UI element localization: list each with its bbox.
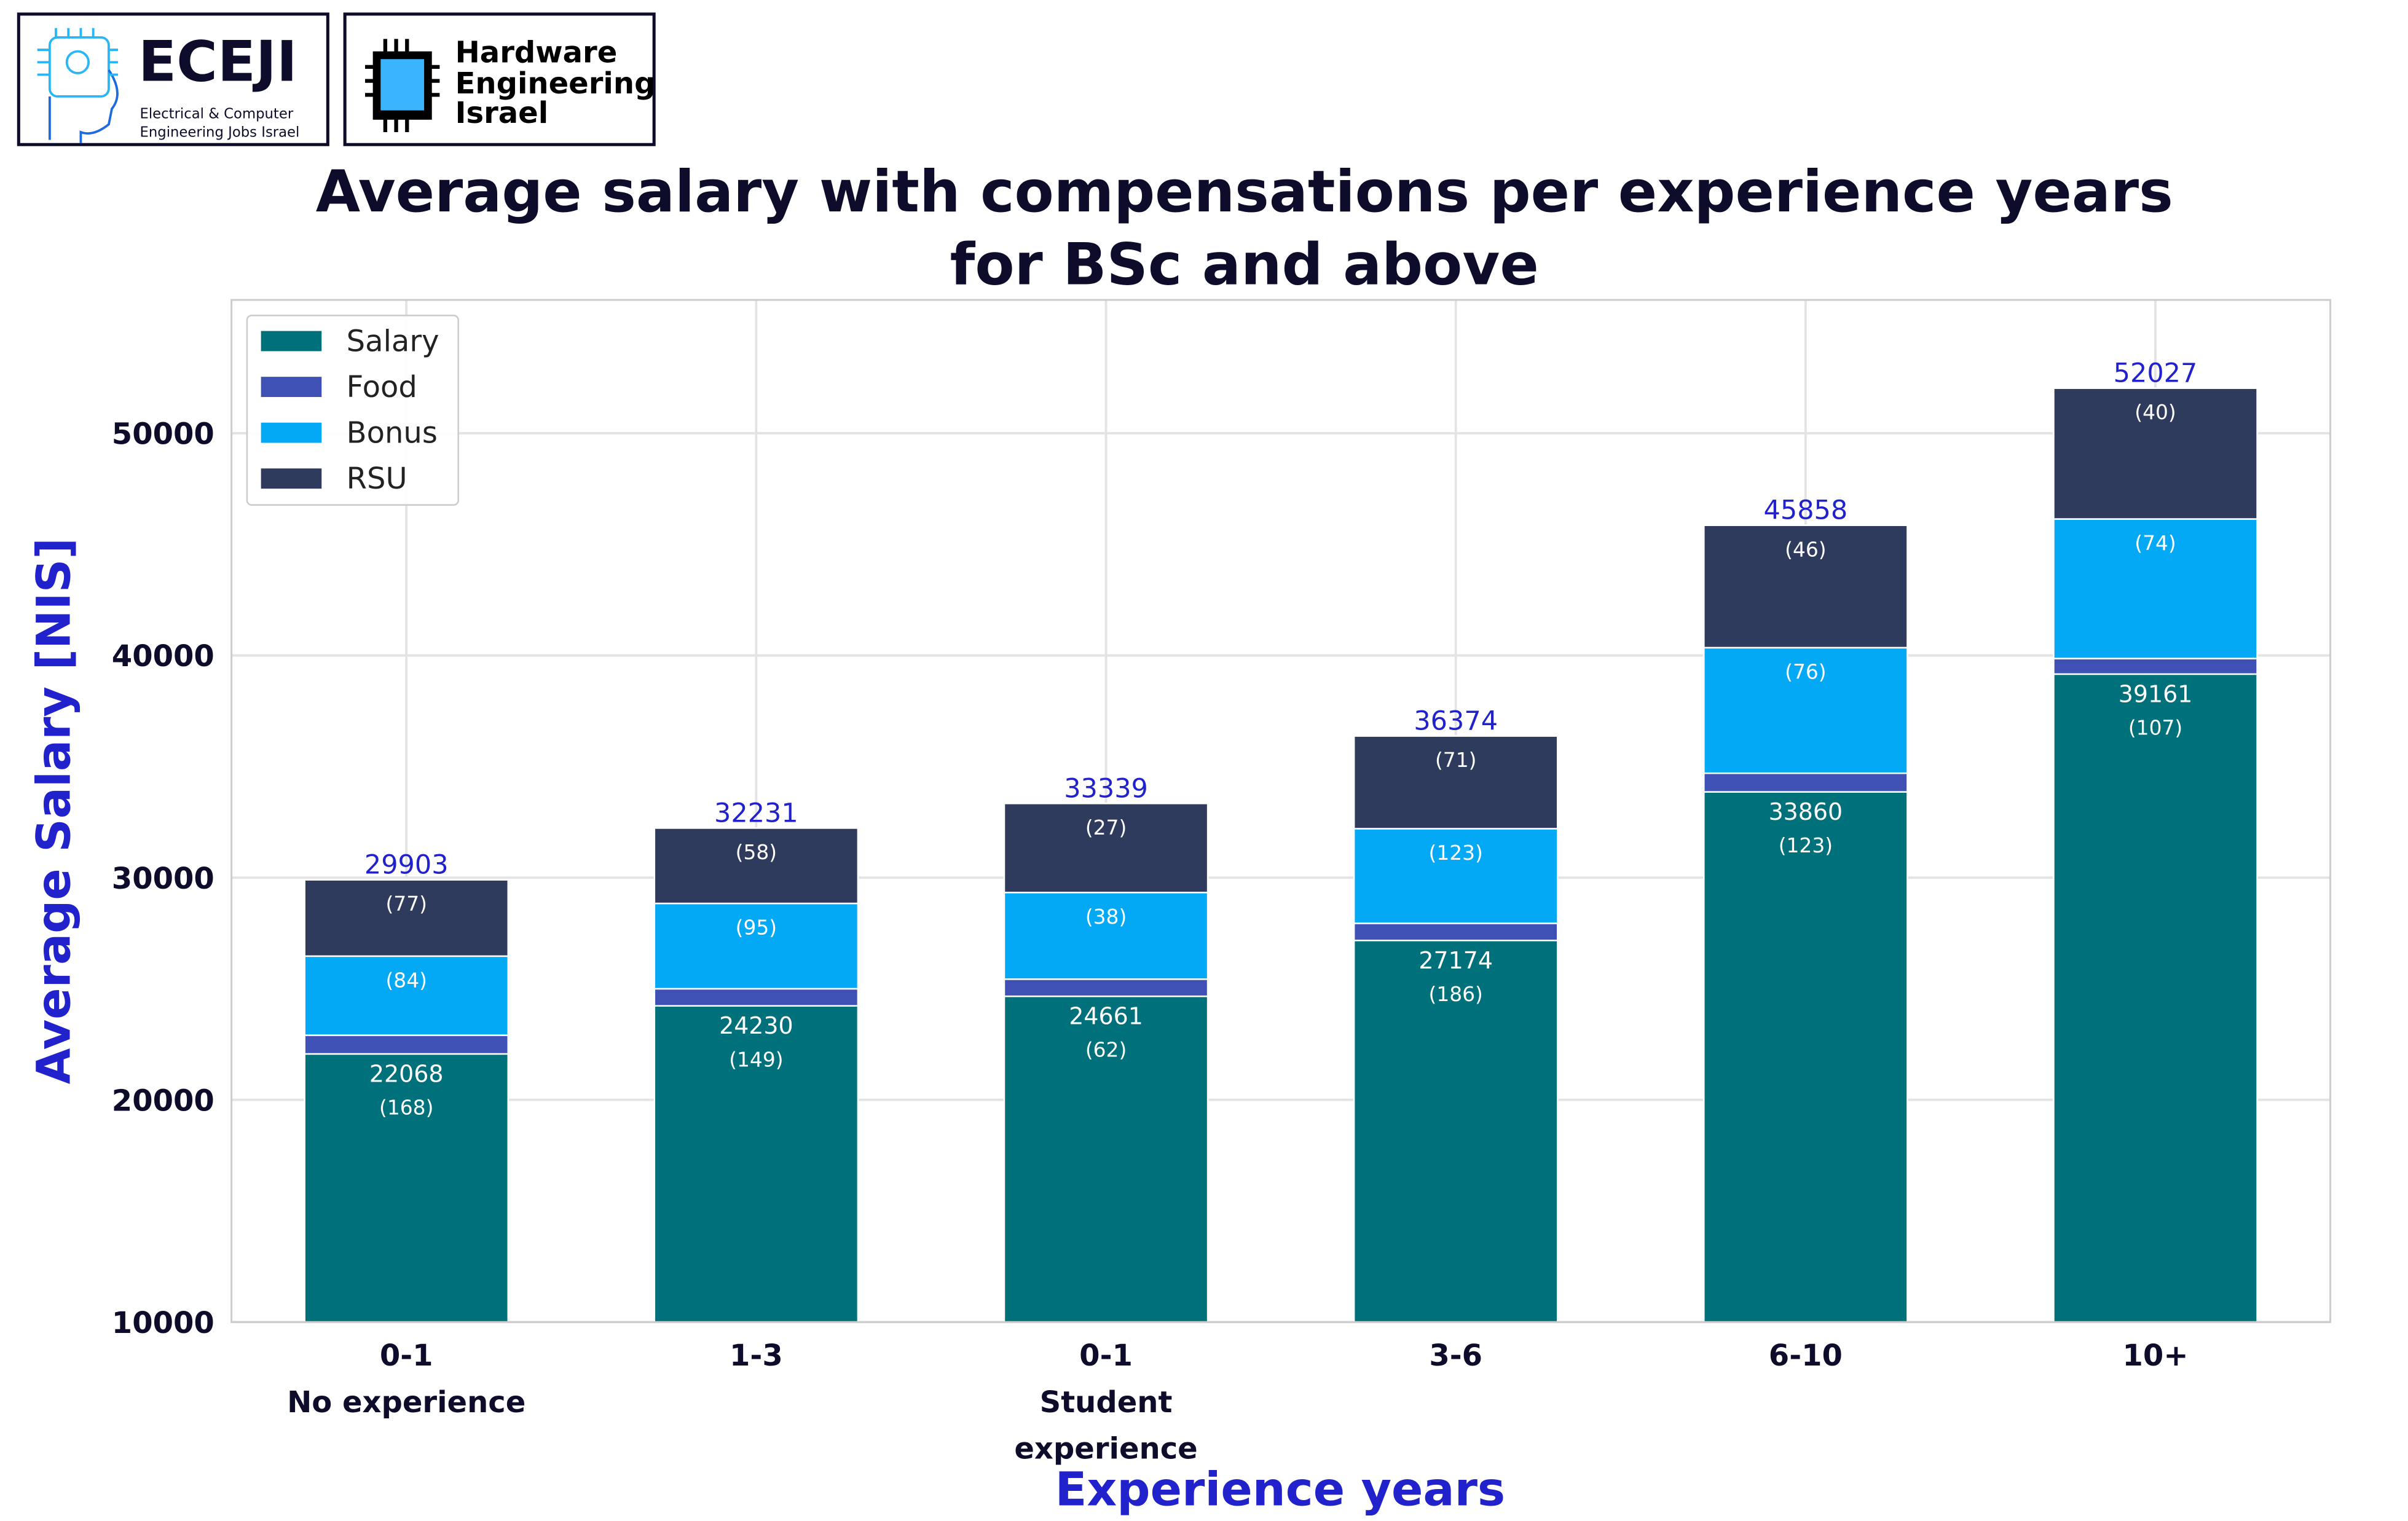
bar-count-label: (58) [736, 840, 777, 864]
bar-count-label: (27) [1085, 816, 1127, 839]
x-tick-label: 3-6 [1429, 1338, 1482, 1373]
legend-swatch-food [261, 377, 322, 398]
bar-rsu [304, 879, 510, 957]
bar-bonus [2053, 518, 2258, 659]
legend-label: RSU [347, 462, 407, 496]
y-tick-label: 30000 [112, 862, 214, 896]
legend-swatch-rsu [261, 468, 322, 489]
legend-label: Food [347, 370, 417, 404]
bar-bonus [304, 955, 510, 1036]
bar-salary [1703, 791, 1908, 1323]
bar-count-label: (77) [385, 892, 427, 916]
bar-salary [1003, 995, 1209, 1323]
legend-swatch-salary [261, 331, 322, 352]
bar-value-label: 24661 [1069, 1003, 1143, 1030]
bar-count-label: (84) [385, 968, 427, 992]
eceji-title: ECEJI [138, 30, 297, 95]
bar-value-label: 33860 [1769, 798, 1843, 825]
bar-salary [2053, 673, 2258, 1323]
chip-icon [365, 39, 440, 133]
bar-total-label: 36374 [1414, 706, 1498, 737]
bar-count-label: (40) [2135, 400, 2176, 424]
legend-swatch-bonus [261, 422, 322, 443]
bar-food [653, 988, 859, 1007]
x-tick-label: Student [1040, 1385, 1173, 1420]
bar-food [1703, 772, 1908, 793]
bar-total-label: 33339 [1064, 773, 1148, 804]
plot-frame [230, 299, 2332, 1323]
y-tick-label: 10000 [112, 1306, 214, 1340]
hardware-engineering-logo: Hardware Engineering Israel [343, 12, 656, 146]
bar-count-label: (107) [2128, 715, 2182, 739]
bar-salary [304, 1053, 510, 1323]
bar-count-label: (76) [1785, 659, 1826, 683]
bar-bonus [1003, 892, 1209, 980]
bar-bonus [1703, 647, 1908, 774]
bar-value-label: 24230 [719, 1012, 793, 1039]
bar-rsu [2053, 387, 2258, 520]
x-tick-label: No experience [287, 1385, 525, 1420]
bar-value-label: 22068 [369, 1060, 444, 1087]
eceji-subtitle: Electrical & Computer [140, 106, 293, 122]
hwe-title: Hardware [455, 35, 618, 69]
hwe-title: Israel [455, 96, 549, 130]
legend-label: Salary [347, 324, 439, 358]
x-tick-label: 10+ [2123, 1338, 2189, 1373]
grid [231, 300, 2331, 1324]
y-axis: 10000 20000 30000 40000 50000 [112, 417, 214, 1340]
bar-rsu [653, 827, 859, 905]
y-tick-label: 20000 [112, 1083, 214, 1118]
bar-total-label: 29903 [364, 850, 449, 881]
bar-total-label: 32231 [714, 798, 798, 828]
bar-count-label: (46) [1785, 537, 1826, 561]
bar-count-label: (123) [1779, 833, 1833, 857]
bar-salary [653, 1005, 859, 1323]
bar-salary [1353, 940, 1559, 1323]
x-tick-label: 0-1 [380, 1338, 433, 1373]
chart-title: for BSc and above [950, 232, 1539, 299]
legend: Salary Food Bonus RSU [246, 315, 459, 506]
x-axis: 0-1 No experience 1-3 0-1 Student experience 3… [287, 1338, 2188, 1466]
bar-count-label: (74) [2135, 531, 2176, 555]
bar-total-label: 45858 [1764, 495, 1848, 526]
x-tick-label: experience [1014, 1432, 1197, 1466]
bar-count-label: (168) [379, 1096, 433, 1120]
chart-title: Average salary with compensations per ex… [316, 159, 2173, 226]
bar-food [2053, 658, 2258, 675]
bar-rsu [1353, 735, 1559, 830]
bar-count-label: (95) [736, 916, 777, 940]
bar-value-label: 27174 [1418, 947, 1493, 974]
bar-bonus [653, 902, 859, 990]
x-tick-label: 0-1 [1079, 1338, 1133, 1373]
x-tick-label: 6-10 [1769, 1338, 1843, 1373]
bar-rsu [1703, 524, 1908, 649]
bar-rsu [1003, 803, 1209, 894]
bar-total-label: 52027 [2114, 358, 2198, 389]
y-axis-label: Average Salary [NIS] [27, 538, 81, 1084]
bars: 22068 (168) (84) (77) 29903 24230 (149) (95) (58… [304, 358, 2258, 1323]
x-tick-label: 1-3 [730, 1338, 783, 1373]
bar-count-label: (38) [1085, 905, 1127, 929]
bar-count-label: (149) [729, 1047, 783, 1071]
bar-count-label: (186) [1429, 982, 1483, 1006]
y-tick-label: 50000 [112, 417, 214, 452]
x-axis-label: Experience years [1055, 1463, 1506, 1517]
bar-food [1353, 922, 1559, 941]
hwe-title: Engineering [455, 66, 656, 101]
bar-count-label: (123) [1429, 841, 1483, 865]
eceji-subtitle: Engineering Jobs Israel [140, 125, 299, 141]
eceji-logo: ECEJI Electrical & Computer Engineering … [17, 12, 329, 146]
legend-label: Bonus [347, 416, 438, 450]
bar-bonus [1353, 828, 1559, 924]
bar-count-label: (71) [1435, 748, 1476, 772]
bar-food [1003, 978, 1209, 997]
head-chip-icon [37, 28, 119, 143]
bar-value-label: 39161 [2119, 680, 2193, 707]
bar-count-label: (62) [1085, 1038, 1127, 1062]
bar-food [304, 1034, 510, 1055]
y-tick-label: 40000 [112, 639, 214, 674]
